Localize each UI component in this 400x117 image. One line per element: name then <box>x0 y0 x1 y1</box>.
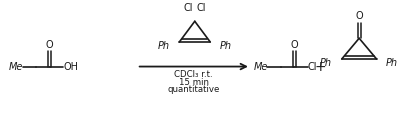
Text: O: O <box>290 40 298 50</box>
Text: Ph: Ph <box>158 41 170 51</box>
Text: Me: Me <box>254 62 268 72</box>
Text: Cl: Cl <box>308 62 318 72</box>
Text: Ph: Ph <box>386 58 398 68</box>
Text: +: + <box>315 60 326 74</box>
Text: OH: OH <box>63 62 78 72</box>
Text: Cl: Cl <box>197 3 206 13</box>
Text: Cl: Cl <box>183 3 193 13</box>
Text: Ph: Ph <box>320 58 332 68</box>
Text: CDCl₃ r.t.: CDCl₃ r.t. <box>174 70 213 79</box>
Text: Me: Me <box>9 62 24 72</box>
Text: O: O <box>46 40 54 50</box>
Text: quantitative: quantitative <box>168 85 220 94</box>
Text: Ph: Ph <box>220 41 232 51</box>
Text: 15 min: 15 min <box>179 78 209 87</box>
Text: O: O <box>355 11 363 21</box>
